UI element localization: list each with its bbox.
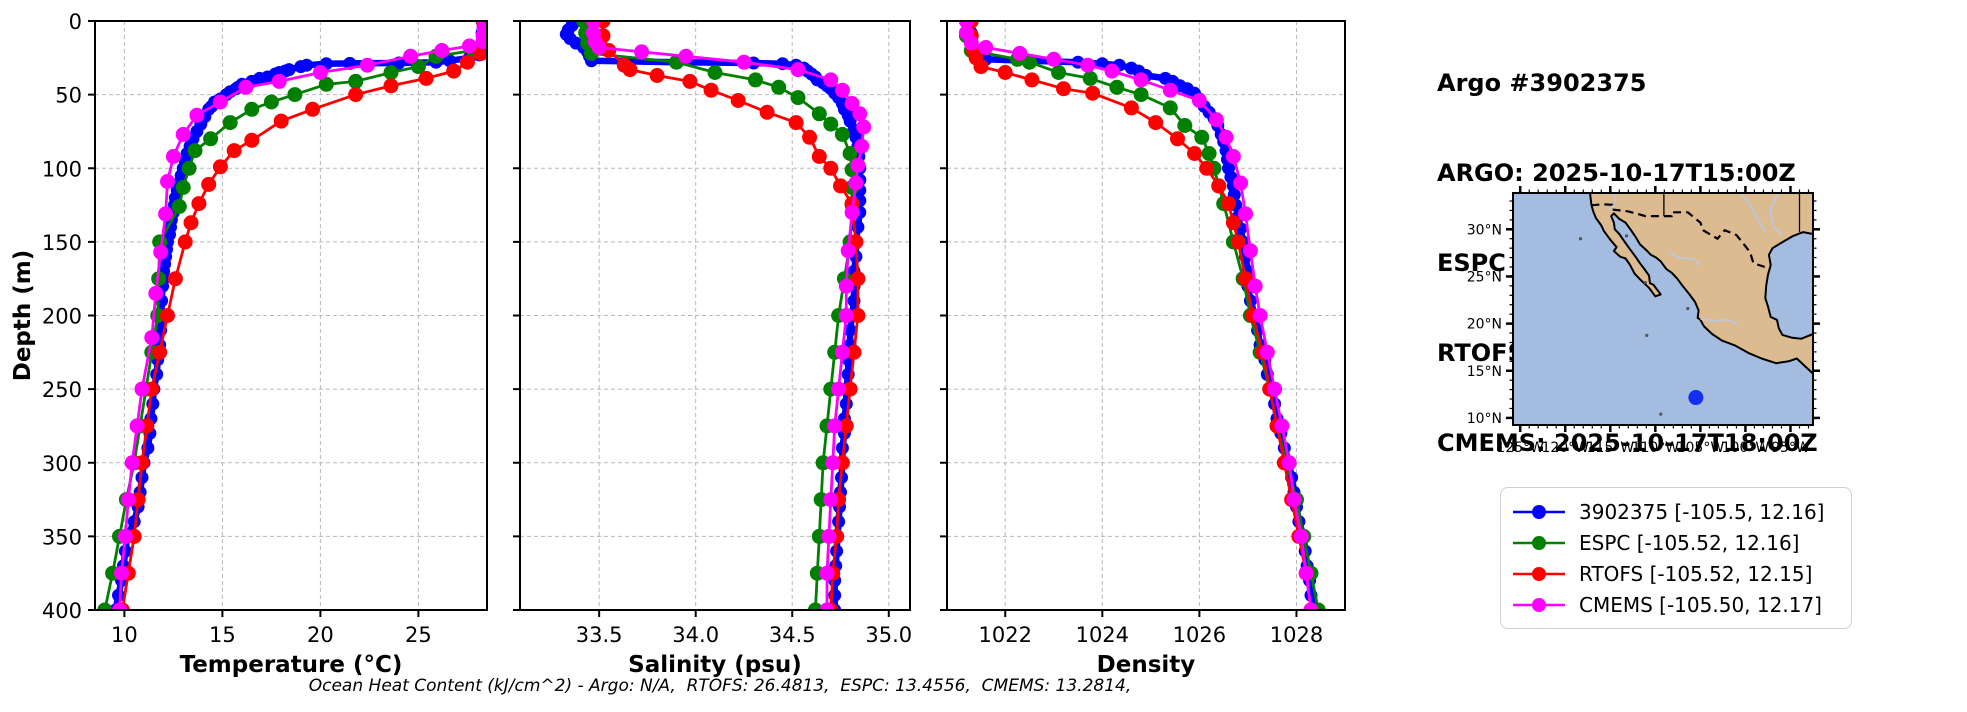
series-markers-CMEMS	[585, 20, 872, 611]
series-markers-RTOFS	[114, 20, 488, 611]
series-group	[958, 20, 1326, 611]
y-tick-label: 200	[42, 305, 82, 329]
river	[1740, 193, 1766, 232]
land-mass	[1589, 193, 1813, 375]
ticks	[88, 20, 420, 617]
legend-marker-rtofs	[1513, 566, 1565, 581]
river	[1768, 193, 1783, 236]
series-group	[97, 20, 488, 611]
island	[1659, 412, 1663, 416]
legend-item-espc: ESPC [-105.52, 12.16]	[1511, 527, 1837, 558]
legend-label-argo: 3902375 [-105.5, 12.16]	[1579, 499, 1825, 524]
legend-marker-argo	[1513, 504, 1565, 519]
x-tick-label: 25	[405, 623, 432, 647]
x-tick-label: 1026	[1173, 623, 1226, 647]
title-argo-time: ARGO: 2025-10-17T15:00Z	[1437, 159, 1796, 187]
map-lon-label: 115°W	[1587, 440, 1635, 456]
gulf-of-mexico	[1764, 231, 1813, 340]
legend-item-argo: 3902375 [-105.5, 12.16]	[1511, 496, 1837, 527]
x-tick-label: 1028	[1270, 623, 1323, 647]
map-lon-label: 110°W	[1632, 440, 1680, 456]
map-canvas	[1513, 193, 1813, 425]
x-tick-label: 15	[209, 623, 236, 647]
y-tick-label: 400	[42, 599, 82, 623]
x-tick-label: 34.0	[672, 623, 719, 647]
legend: 3902375 [-105.5, 12.16] ESPC [-105.52, 1…	[1500, 487, 1852, 629]
plot-salinity-psu-: 33.5 34.0 34.5 35.0 Salinity (psu)	[513, 20, 912, 678]
x-tick-label: 1022	[979, 623, 1032, 647]
map-lon-label: 100°W	[1722, 440, 1770, 456]
plot-density: 1022 1024 1026 1028 Density	[940, 20, 1346, 678]
float-position-dot	[1688, 390, 1704, 406]
y-tick-label: 0	[69, 10, 82, 34]
map-lon-label: 95°W	[1771, 440, 1810, 456]
series-line-RTOFS	[969, 21, 1313, 611]
x-axis-label: Density	[1097, 652, 1196, 678]
x-tick-label: 35.0	[865, 623, 912, 647]
island	[1645, 333, 1649, 337]
map-lat-label: 20°N	[1467, 317, 1502, 333]
y-tick-label: 350	[42, 525, 82, 549]
legend-marker-espc	[1513, 535, 1565, 550]
x-axis-label: Salinity (psu)	[628, 652, 802, 678]
ticks	[513, 20, 890, 617]
x-tick-label: 1024	[1076, 623, 1129, 647]
title-cmems-time: CMEMS: 2025-10-17T18:00Z	[1437, 429, 1818, 457]
y-axis-label: Depth (m)	[10, 250, 36, 382]
plot-temperature-c-: 10 15 20 25050100150200250300350400Temperat…	[10, 10, 488, 678]
legend-label-rtofs: RTOFS [-105.52, 12.15]	[1579, 561, 1813, 586]
series-markers-CMEMS	[112, 20, 488, 611]
profile-charts: 10 15 20 25050100150200250300350400Temperat…	[10, 10, 1346, 678]
map-lat-label: 30°N	[1467, 222, 1502, 238]
series-line-RTOFS	[121, 20, 488, 611]
legend-label-cmems: CMEMS [-105.50, 12.17]	[1579, 592, 1822, 617]
map-ticks	[1506, 186, 1820, 432]
map-lat-label: 15°N	[1467, 364, 1502, 380]
us-mexico-border	[1591, 203, 1769, 270]
x-tick-label: 10	[111, 623, 138, 647]
y-tick-label: 300	[42, 452, 82, 476]
island	[1578, 237, 1583, 241]
x-tick-label: 34.5	[769, 623, 816, 647]
legend-item-cmems: CMEMS [-105.50, 12.17]	[1511, 589, 1837, 620]
map-lat-label: 25°N	[1467, 269, 1502, 285]
series-markers-CMEMS	[958, 20, 1319, 611]
map-lon-label: 125°W	[1496, 440, 1544, 456]
river	[1667, 251, 1702, 266]
legend-item-rtofs: RTOFS [-105.52, 12.15]	[1511, 558, 1837, 589]
map-lon-label: 105°W	[1677, 440, 1725, 456]
title-float-id: Argo #3902375	[1437, 69, 1647, 97]
map-lat-label: 10°N	[1467, 411, 1502, 427]
gridlines	[947, 20, 1345, 611]
river	[1700, 318, 1739, 325]
series-line-CMEMS	[592, 21, 866, 610]
island	[1643, 280, 1648, 285]
island	[1686, 306, 1690, 311]
x-tick-label: 20	[307, 623, 334, 647]
legend-marker-cmems	[1513, 597, 1565, 612]
y-tick-label: 150	[42, 231, 82, 255]
y-tick-label: 100	[42, 157, 82, 181]
river	[1610, 193, 1617, 211]
x-axis-label: Temperature (°C)	[180, 652, 403, 678]
y-tick-label: 250	[42, 378, 82, 402]
map-lon-label: 120°W	[1541, 440, 1589, 456]
island	[1624, 234, 1629, 238]
ocean-heat-content-note: Ocean Heat Content (kJ/cm^2) - Argo: N/A…	[308, 676, 1132, 696]
ticks	[940, 20, 1298, 617]
x-tick-label: 33.5	[576, 623, 623, 647]
y-tick-label: 50	[55, 84, 82, 108]
legend-label-espc: ESPC [-105.52, 12.16]	[1579, 530, 1800, 555]
map-frame	[1512, 192, 1814, 426]
